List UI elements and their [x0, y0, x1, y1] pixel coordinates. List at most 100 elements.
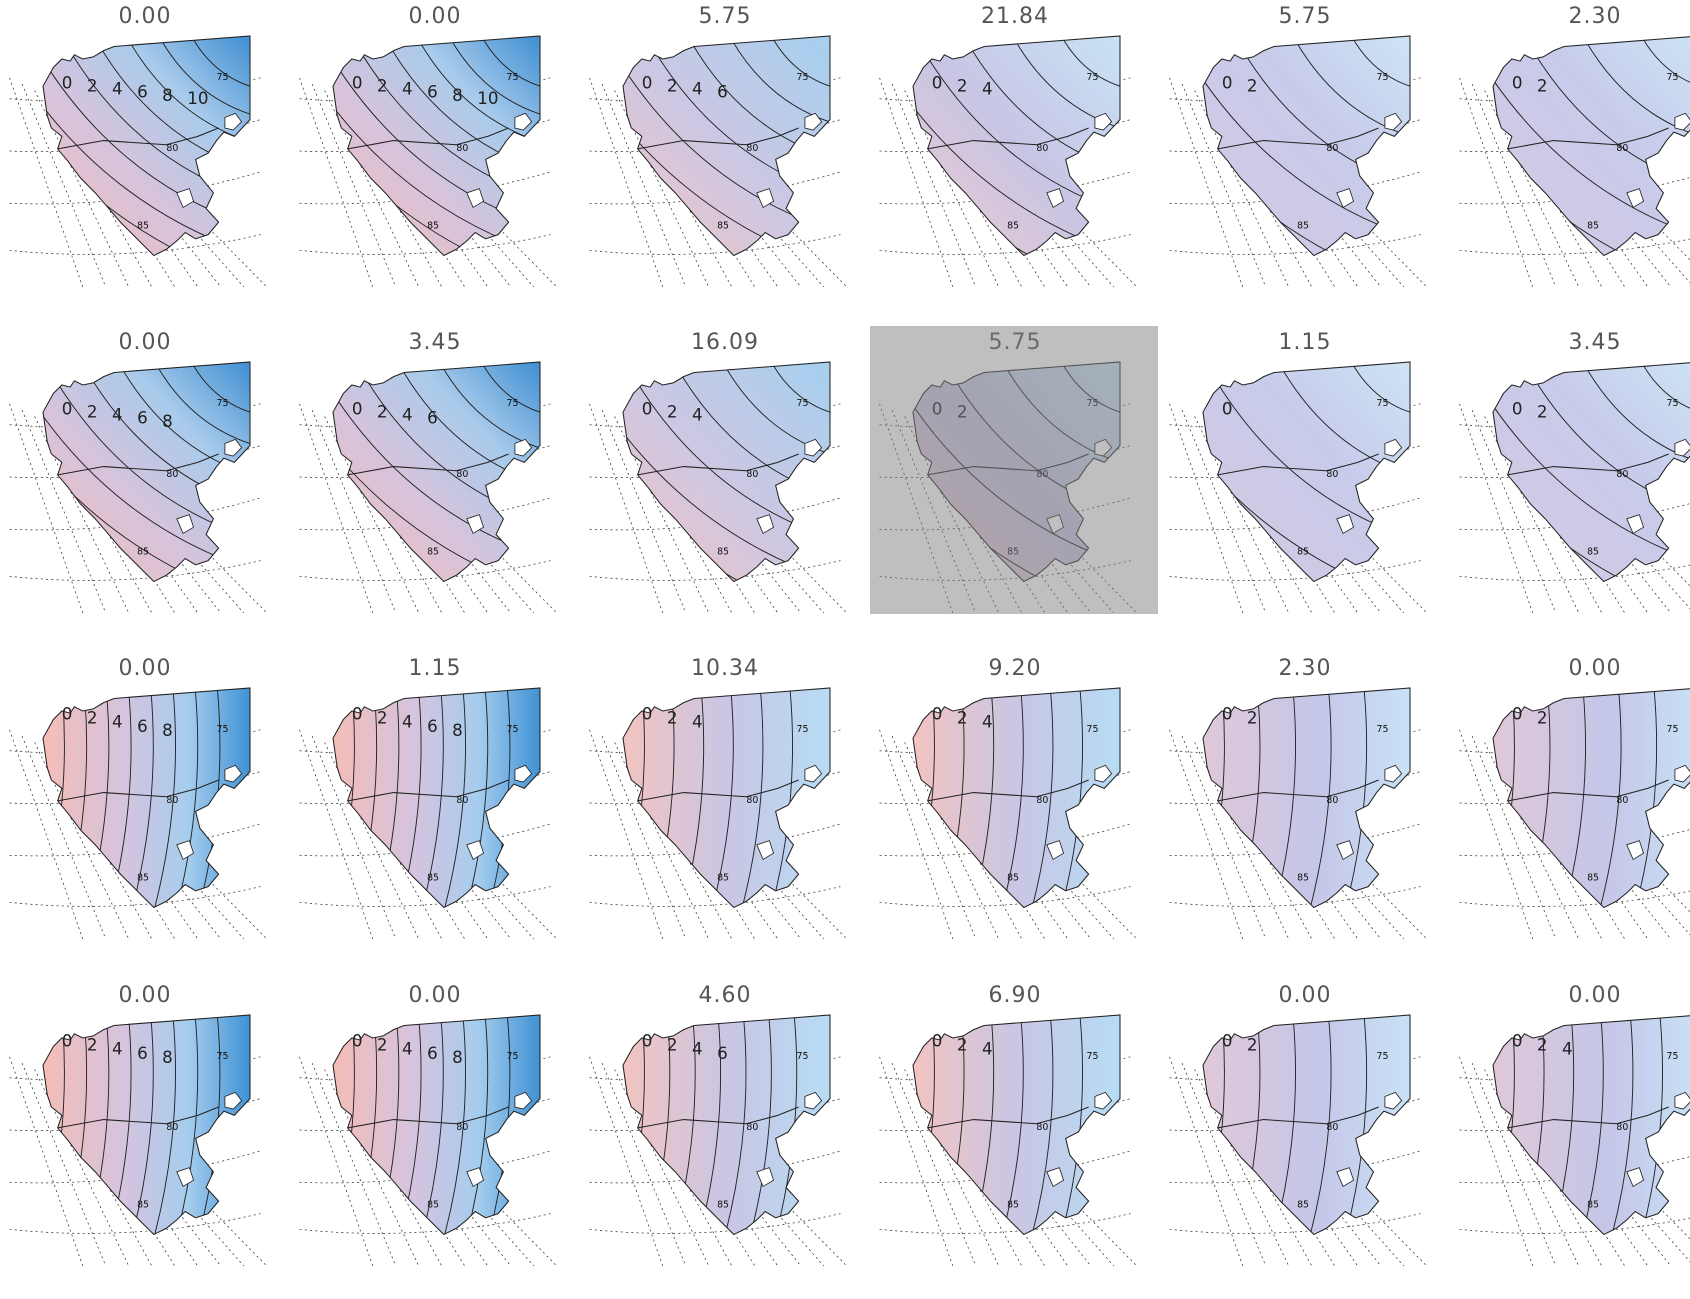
- map-panel: 0.00 0 2 4 6 8 10 75 80 85: [9, 0, 300, 320]
- contour-label: 4: [692, 712, 703, 732]
- latitude-tick-label: 80: [456, 1122, 468, 1133]
- contour-map: 0 2 4 6 8 10 75 80 85: [299, 35, 557, 288]
- contour-label: 2: [1537, 708, 1548, 728]
- contour-label: 2: [87, 708, 98, 728]
- landmass: [622, 687, 831, 909]
- contour-label: 0: [932, 703, 943, 723]
- latitude-tick-label: 75: [507, 1051, 519, 1062]
- landmass: [912, 687, 1121, 909]
- panel-value-title: 0.00: [1278, 983, 1332, 1008]
- latitude-tick-label: 75: [217, 398, 229, 409]
- contour-label: 6: [137, 408, 148, 428]
- panel-value-title: 4.60: [698, 983, 752, 1008]
- map-panel-grid: 0.00 0 2 4 6 8 10 75 80 85 0.00 0 2 4 6 8 10 75 80 85 5.75 0 2…: [9, 0, 1690, 1267]
- contour-label: 8: [452, 720, 463, 740]
- latitude-tick-label: 75: [1087, 1051, 1099, 1062]
- latitude-tick-label: 80: [1616, 1122, 1628, 1133]
- latitude-tick-label: 75: [1087, 724, 1099, 735]
- contour-label: 0: [352, 1030, 363, 1050]
- contour-label: 4: [112, 79, 123, 99]
- contour-label: 0: [1512, 398, 1523, 418]
- latitude-tick-label: 85: [1297, 220, 1309, 231]
- contour-label: 2: [1247, 1035, 1258, 1055]
- latitude-tick-label: 80: [1326, 1122, 1338, 1133]
- contour-label: 2: [1537, 401, 1548, 421]
- contour-label: 2: [1537, 1035, 1548, 1055]
- contour-label: 8: [162, 720, 173, 740]
- contour-label: 4: [112, 712, 123, 732]
- contour-label: 2: [667, 708, 678, 728]
- panel-value-title: 21.84: [981, 4, 1049, 29]
- contour-label: 4: [402, 712, 413, 732]
- latitude-tick-label: 75: [1667, 398, 1679, 409]
- latitude-tick-label: 75: [507, 724, 519, 735]
- latitude-tick-label: 80: [166, 1122, 178, 1133]
- contour-label: 4: [692, 79, 703, 99]
- contour-label: 4: [692, 405, 703, 425]
- latitude-tick-label: 80: [746, 469, 758, 480]
- latitude-tick-label: 75: [1377, 1051, 1389, 1062]
- panel-value-title: 9.20: [988, 656, 1042, 681]
- contour-label: 0: [62, 72, 73, 92]
- contour-label: 2: [667, 1035, 678, 1055]
- contour-label: 6: [137, 716, 148, 736]
- contour-label: 0: [1222, 398, 1233, 418]
- landmass: [912, 35, 1121, 257]
- contour-label: 6: [427, 716, 438, 736]
- landmass: [42, 35, 251, 257]
- landmass: [622, 1014, 831, 1236]
- contour-label: 0: [932, 72, 943, 92]
- contour-map: 0 75 80 85: [1169, 361, 1427, 614]
- latitude-tick-label: 85: [717, 872, 729, 883]
- map-panel: 0.00 0 2 75 80 85: [1169, 979, 1460, 1299]
- latitude-tick-label: 80: [456, 143, 468, 154]
- latitude-tick-label: 85: [137, 1199, 149, 1210]
- latitude-tick-label: 80: [1326, 795, 1338, 806]
- contour-map: 0 2 4 6 8 10 75 80 85: [9, 35, 267, 288]
- contour-label: 6: [427, 1043, 438, 1063]
- contour-label: 2: [87, 1035, 98, 1055]
- map-panel: 1.15 0 2 4 6 8 75 80 85: [299, 652, 590, 972]
- map-panel: 10.34 0 2 4 75 80 85: [589, 652, 880, 972]
- latitude-tick-label: 75: [797, 398, 809, 409]
- contour-label: 4: [982, 79, 993, 99]
- contour-label: 8: [162, 411, 173, 431]
- latitude-tick-label: 80: [1616, 143, 1628, 154]
- map-panel: 21.84 0 2 4 75 80 85: [879, 0, 1170, 320]
- map-panel: 0.00 0 2 4 6 8 75 80 85: [9, 326, 300, 646]
- latitude-tick-label: 85: [717, 220, 729, 231]
- map-panel: 0.00 0 2 4 6 8 75 80 85: [9, 979, 300, 1299]
- latitude-tick-label: 85: [137, 546, 149, 557]
- contour-label: 4: [112, 405, 123, 425]
- map-panel: 0.00 0 2 4 6 8 10 75 80 85: [299, 0, 590, 320]
- contour-label: 4: [692, 1039, 703, 1059]
- latitude-tick-label: 75: [1377, 72, 1389, 83]
- contour-label: 8: [162, 85, 173, 105]
- latitude-tick-label: 75: [217, 72, 229, 83]
- latitude-tick-label: 80: [456, 469, 468, 480]
- contour-label: 0: [1222, 1030, 1233, 1050]
- map-panel: 1.15 0 75 80 85: [1169, 326, 1460, 646]
- panel-value-title: 0.00: [1568, 983, 1622, 1008]
- contour-label: 6: [717, 1043, 728, 1063]
- contour-label: 2: [1537, 75, 1548, 95]
- panel-value-title: 10.34: [691, 656, 759, 681]
- contour-label: 2: [87, 401, 98, 421]
- contour-label: 4: [402, 405, 413, 425]
- contour-label: 2: [377, 708, 388, 728]
- panel-value-title: 0.00: [118, 656, 172, 681]
- map-panel: 16.09 0 2 4 75 80 85: [589, 326, 880, 646]
- contour-label: 0: [352, 72, 363, 92]
- latitude-tick-label: 75: [1087, 72, 1099, 83]
- contour-label: 0: [1512, 1030, 1523, 1050]
- panel-value-title: 3.45: [1568, 330, 1622, 355]
